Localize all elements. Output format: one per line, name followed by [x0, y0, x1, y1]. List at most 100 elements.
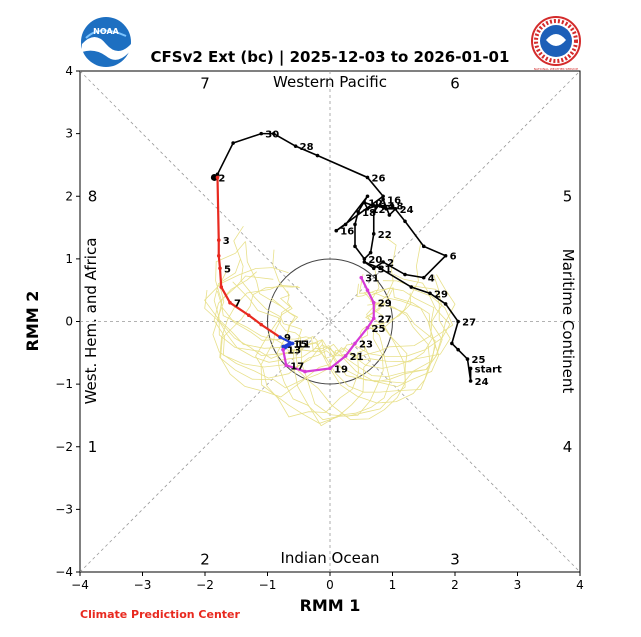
- observed-point: [362, 257, 367, 261]
- ensemble-member-line: [204, 270, 440, 388]
- observed-point: [371, 232, 376, 236]
- nws-logo-text: NATIONAL WEATHER SERVICE: [534, 67, 579, 71]
- unit-circle: [267, 258, 393, 385]
- region-label-top: Western Pacific: [273, 73, 387, 91]
- observed-point: [409, 285, 414, 289]
- forecast-red-point: [218, 266, 222, 271]
- observed-point: [393, 206, 398, 211]
- observed-point: [468, 379, 473, 383]
- observed-day-label: 28: [300, 142, 314, 153]
- observed-point: [365, 194, 370, 199]
- observed-day-label: 16: [340, 227, 354, 238]
- diagonal-guide-2: [79, 70, 581, 573]
- observed-point: [271, 131, 276, 136]
- observed-point: [371, 203, 376, 208]
- forecast-red-day-label: 3: [223, 236, 230, 247]
- x-tick-label: 2: [451, 578, 459, 592]
- observed-point: [381, 197, 385, 202]
- ensemble-member-line: [217, 267, 451, 377]
- observed-point: [428, 291, 432, 296]
- observed-point: [353, 222, 357, 227]
- observed-point: [403, 219, 407, 224]
- forecast-blue-day-label: 13: [287, 346, 301, 357]
- forecast-blue-day-label: 15: [293, 339, 307, 350]
- observed-point: [371, 210, 376, 214]
- observed-point: [456, 319, 460, 324]
- ensemble-member-line: [219, 274, 456, 389]
- x-axis-ticks: −4 −3 −2 −1 0 1 2 3 4: [71, 572, 584, 592]
- forecast-magenta-day-label: 23: [359, 339, 373, 350]
- observed-day-label: 25: [472, 355, 486, 366]
- ensemble-member-line: [213, 271, 451, 369]
- region-label-right: Maritime Continent: [559, 249, 577, 394]
- observed-point: [378, 266, 382, 271]
- observed-point: [381, 194, 385, 199]
- observed-point: [293, 144, 298, 148]
- phase-label: 5: [563, 187, 573, 205]
- ensemble-member-line: [271, 236, 397, 421]
- observed-day-label: 8: [397, 202, 404, 213]
- forecast-blue-point: [278, 335, 282, 339]
- observed-point: [371, 266, 376, 271]
- observed-point: [365, 175, 370, 180]
- observed-day-label: 6: [450, 252, 457, 263]
- forecast-red-point: [215, 175, 220, 180]
- ensemble-member-line: [232, 268, 406, 420]
- observed-point: [465, 357, 470, 361]
- forecast-red-point: [216, 238, 221, 242]
- region-label-left: West. Hem. and Africa: [82, 238, 100, 405]
- forecast-red-point: [216, 253, 221, 258]
- forecast-magenta-day-label: 19: [334, 364, 348, 375]
- observed-point: [356, 210, 360, 214]
- y-tick-label: −1: [55, 377, 73, 391]
- phase-label: 1: [88, 438, 98, 456]
- x-tick-label: 3: [514, 578, 522, 592]
- forecast-magenta-point: [284, 363, 289, 368]
- observed-day-label: 27: [462, 318, 476, 329]
- observed-day-label: 31: [378, 264, 392, 275]
- forecast-magenta-point: [371, 300, 376, 305]
- y-tick-label: 0: [65, 315, 73, 329]
- y-tick-label: 4: [65, 64, 73, 78]
- observed-day-label: 4: [428, 274, 435, 285]
- forecast-magenta-day-label: 29: [378, 299, 392, 310]
- observed-point: [375, 203, 379, 208]
- phase-label: 2: [200, 550, 210, 568]
- forecast-red-point: [259, 322, 264, 327]
- observed-point: [384, 206, 389, 211]
- observed-line: [213, 132, 472, 382]
- nws-logo: NATIONAL WEATHER SERVICE: [531, 16, 581, 71]
- ensemble-spaghetti: [204, 225, 456, 427]
- y-tick-label: 1: [65, 252, 73, 266]
- observed-day-label: 14: [381, 202, 395, 213]
- forecast-magenta-point: [365, 288, 370, 292]
- forecast-blue-point: [290, 341, 295, 346]
- diagonal-guide-1: [79, 70, 581, 573]
- forecast-red-day-label: 5: [224, 264, 231, 275]
- x-tick-label: 0: [326, 578, 334, 592]
- forecast-magenta-point: [371, 316, 376, 321]
- y-tick-label: −3: [55, 502, 73, 516]
- y-axis-label: RMM 2: [23, 291, 42, 352]
- forecast-magenta-day-label: 17: [290, 361, 304, 372]
- observed-point: [456, 347, 460, 352]
- observed-point: [468, 366, 473, 371]
- forecast-red-point: [219, 285, 224, 289]
- x-tick-label: −2: [196, 578, 214, 592]
- x-tick-label: −1: [259, 578, 277, 592]
- forecast-red-point: [228, 300, 232, 305]
- observed-point: [368, 250, 373, 255]
- observed-point: [365, 206, 370, 211]
- observed-point: [421, 244, 426, 249]
- forecast-red-point: [246, 313, 251, 318]
- y-tick-label: −2: [55, 440, 73, 454]
- forecast-magenta-point: [353, 341, 357, 346]
- x-tick-label: −4: [71, 578, 89, 592]
- x-axis-label: RMM 1: [300, 596, 361, 615]
- forecast-magenta-day-label: 25: [372, 324, 386, 335]
- observed-day-label: 16: [387, 195, 401, 206]
- ensemble-member-line: [220, 275, 442, 398]
